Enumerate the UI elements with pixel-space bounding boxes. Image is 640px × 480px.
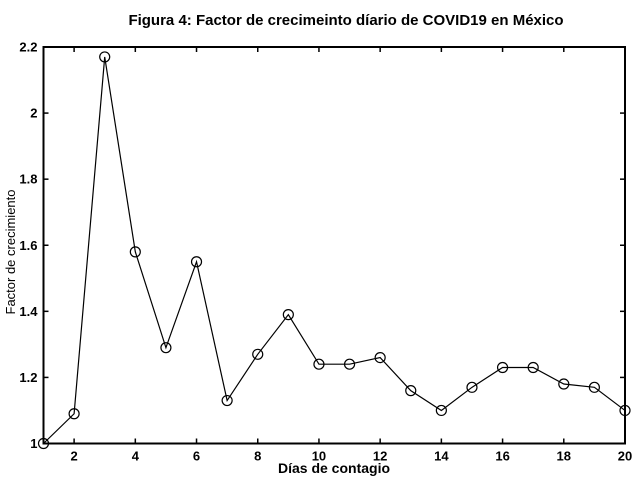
x-tick-label: 16 [495, 449, 509, 464]
data-point-marker [190, 256, 203, 268]
plot-border [42, 46, 626, 445]
data-point-marker [435, 404, 447, 417]
x-axis-label: Días de contagio [278, 460, 390, 476]
plot-area: 2 4 6 8 10 12 14 16 18 20 1 1.2 1.4 1.6 1.8 2 2.2 [19, 40, 632, 464]
data-point-marker [588, 381, 600, 393]
data-point-marker [99, 51, 111, 63]
x-tick-label: 6 [193, 449, 200, 464]
data-point-marker [558, 378, 570, 390]
y-tick-label: 2 [30, 106, 37, 121]
y-tick-label: 2.2 [19, 40, 37, 55]
x-tick-label: 12 [373, 449, 387, 464]
data-point-marker [68, 408, 80, 420]
x-tick-label: 20 [618, 449, 632, 464]
x-tick-label: 10 [312, 449, 326, 464]
data-point-marker [37, 437, 50, 450]
chart-title: Figura 4: Factor de crecimeinto díario d… [128, 12, 563, 29]
data-point-marker [252, 348, 264, 360]
data-point-marker [405, 385, 417, 397]
data-point-marker [160, 342, 172, 354]
x-tick-label: 8 [254, 449, 261, 464]
data-point-marker [221, 394, 233, 407]
data-point-marker [496, 361, 509, 374]
data-point-marker [343, 358, 356, 370]
y-tick-label: 1.2 [19, 370, 37, 385]
x-tick-label: 18 [557, 449, 571, 464]
y-tick-label: 1.4 [19, 304, 38, 319]
data-point-marker [313, 358, 325, 370]
data-point-marker [129, 246, 141, 258]
data-point-marker [282, 309, 294, 321]
y-tick-label: 1.8 [19, 172, 37, 187]
x-tick-label: 4 [132, 449, 140, 464]
data-point-marker [619, 404, 631, 417]
y-axis-label: Factor de crecimiento [3, 190, 18, 315]
data-point-marker [374, 351, 386, 364]
data-point-marker [527, 361, 539, 374]
y-tick-label: 1.6 [19, 238, 37, 253]
x-tick-label: 2 [70, 449, 77, 464]
x-tick-label: 14 [434, 449, 449, 464]
data-point-marker [466, 381, 478, 393]
y-tick-label: 1 [30, 436, 37, 451]
